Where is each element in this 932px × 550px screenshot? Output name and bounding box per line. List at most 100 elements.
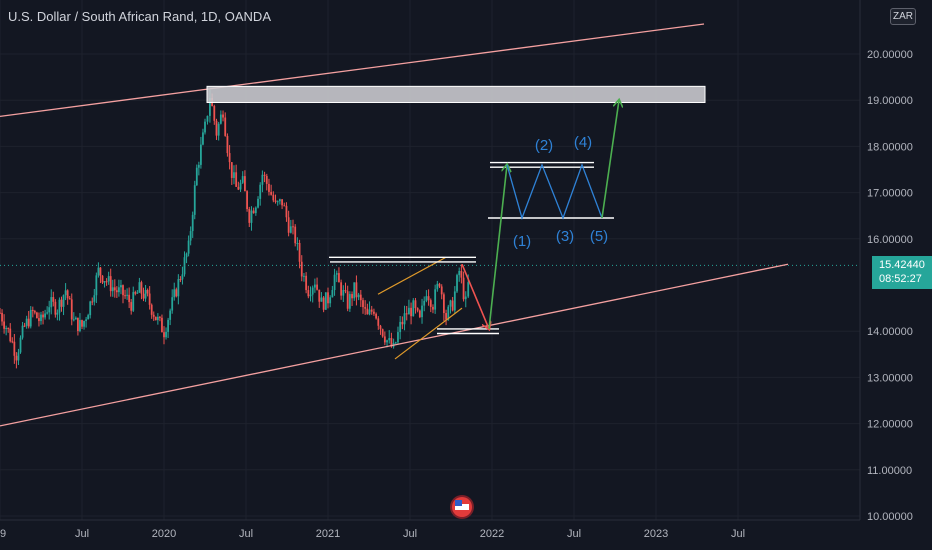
candle-body-up <box>181 274 184 280</box>
us-flag-icon[interactable] <box>452 497 472 517</box>
candle-body-down <box>235 172 238 187</box>
candle-body-down <box>11 341 14 343</box>
candle-body-up <box>72 319 75 321</box>
candle-body-down <box>270 191 273 195</box>
candle-body-down <box>268 183 270 192</box>
candle-body-up <box>93 295 96 302</box>
candle-body-up <box>254 207 257 214</box>
candle-body-down <box>228 153 231 163</box>
candle-body-down <box>54 301 57 315</box>
lower-channel-line <box>0 263 789 427</box>
candle-body-up <box>58 299 61 313</box>
currency-badge[interactable]: ZAR <box>890 8 916 25</box>
candle-body-down <box>13 341 16 356</box>
candle-body-down <box>440 286 443 295</box>
candle-body-down <box>42 314 44 318</box>
projection-up-arrow-1 <box>488 165 507 329</box>
time-axis[interactable]: 19 Jul 2020 Jul 2021 Jul 2022 Jul 2023 Jul <box>0 528 745 540</box>
candle-body-down <box>113 287 116 291</box>
candle-body-up <box>195 167 198 186</box>
candle-body-up <box>335 273 338 275</box>
candle-body-down <box>300 261 303 277</box>
candle-body-up <box>342 290 345 296</box>
chart-grid <box>0 0 860 520</box>
wave-label: (3) <box>556 228 574 245</box>
candle-body-down <box>416 308 419 311</box>
candle-body-up <box>458 270 461 276</box>
candle-body-up <box>447 306 450 320</box>
candle-body-down <box>405 313 408 315</box>
candle-body-down <box>252 210 255 214</box>
candle-body-down <box>355 282 358 298</box>
candle-body-up <box>21 325 24 338</box>
candle-body-down <box>263 174 266 176</box>
candle-body-down <box>91 301 94 303</box>
candle-body-up <box>397 332 399 343</box>
candle-body-up <box>209 98 211 116</box>
price-tick-label: 19.00000 <box>867 95 913 107</box>
candle-body-up <box>204 121 206 133</box>
candle-body-down <box>305 275 308 291</box>
candle-body-down <box>451 300 454 311</box>
resistance-zone <box>206 85 706 104</box>
candle-body-up <box>386 340 388 343</box>
candle-body-up <box>103 281 106 283</box>
candle-body-down <box>152 314 155 317</box>
candle-body-down <box>344 290 347 292</box>
candle-body-up <box>40 314 42 322</box>
candle-body-down <box>383 336 386 343</box>
candle-body-down <box>377 318 380 326</box>
candle-body-down <box>298 243 301 262</box>
candle-body-up <box>83 320 85 327</box>
candle-body-up <box>97 267 100 276</box>
candle-body-up <box>185 253 188 258</box>
candle-body-down <box>410 307 412 317</box>
candle-body-up <box>173 289 176 298</box>
wave-label: (2) <box>535 137 553 154</box>
candle-body-down <box>36 312 38 319</box>
candle-body-up <box>138 282 141 293</box>
candle-body-down <box>215 120 218 136</box>
price-tick-label: 17.00000 <box>867 188 913 200</box>
candle-body-down <box>70 299 73 320</box>
candle-body-up <box>467 282 470 297</box>
candle-body-down <box>130 302 133 311</box>
countdown-timer: 08:52:27 <box>879 273 922 285</box>
candle-body-up <box>449 300 452 307</box>
candle-body-down <box>159 316 161 318</box>
drawing-overlays: (1) (2) (3) (4) (5) <box>0 23 789 427</box>
candle-body-up <box>388 338 391 341</box>
candle-body-up <box>259 184 262 199</box>
candle-body-up <box>144 289 147 299</box>
candle-body-down <box>163 332 165 338</box>
candle-body-up <box>423 300 426 306</box>
price-axis[interactable]: 20.00000 19.00000 18.00000 17.00000 16.00000… <box>867 49 913 523</box>
candle-body-down <box>27 318 30 327</box>
candle-body-up <box>394 342 397 344</box>
candle-body-up <box>303 275 305 277</box>
candle-body-down <box>146 289 149 294</box>
wave-zigzag <box>506 162 603 221</box>
candle-body-down <box>99 267 102 276</box>
candle-body-up <box>333 274 336 291</box>
candle-body-up <box>46 312 49 314</box>
candle-body-up <box>219 114 222 124</box>
candle-body-up <box>56 312 59 315</box>
time-tick-label: 2021 <box>316 528 340 540</box>
candle-body-down <box>81 320 83 327</box>
candle-body-down <box>346 291 349 309</box>
candle-body-up <box>421 305 423 318</box>
candle-body-down <box>390 338 393 347</box>
candle-body-down <box>373 311 375 314</box>
candle-body-down <box>362 300 364 308</box>
candle-body-up <box>111 287 114 292</box>
candle-body-up <box>156 316 159 321</box>
candle-body-up <box>250 210 253 223</box>
candle-body-up <box>408 307 410 315</box>
candle-body-down <box>246 191 248 210</box>
candle-body-up <box>453 291 456 311</box>
candle-body-down <box>272 194 275 201</box>
candle-body-up <box>118 287 120 293</box>
candle-body-up <box>239 182 242 190</box>
